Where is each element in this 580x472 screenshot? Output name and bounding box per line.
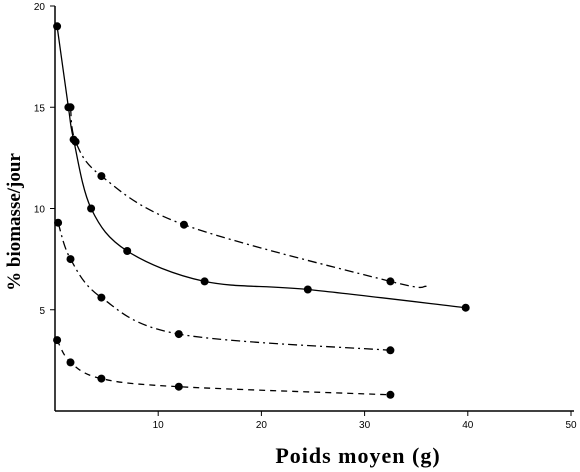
- data-point: [303, 285, 312, 294]
- x-tick-label: 50: [565, 420, 577, 431]
- series-1: [66, 103, 427, 289]
- x-tick-label: 30: [359, 420, 371, 431]
- series-layer: [53, 22, 470, 399]
- y-tick-label: 10: [34, 205, 46, 216]
- x-tick-label: 10: [153, 420, 165, 431]
- data-point: [386, 390, 395, 399]
- data-point: [87, 204, 96, 213]
- plot-area: [54, 6, 574, 412]
- data-point: [200, 277, 209, 286]
- data-point: [97, 374, 106, 383]
- series-4-line: [56, 339, 391, 396]
- data-point: [66, 255, 75, 264]
- data-point: [53, 336, 62, 345]
- x-axis-title: Poids moyen (g): [275, 443, 440, 468]
- y-axis-title: % biomasse/jour: [4, 153, 25, 291]
- y-tick-label: 20: [34, 2, 46, 13]
- data-point: [461, 303, 470, 312]
- data-point: [54, 218, 63, 227]
- series-1-line: [69, 107, 427, 289]
- series-3-line: [57, 222, 391, 351]
- series-2-line: [56, 26, 466, 309]
- series-4: [53, 336, 395, 399]
- data-point: [66, 358, 75, 367]
- y-tick-label: 5: [39, 306, 45, 317]
- series-3: [54, 218, 395, 355]
- data-point: [386, 277, 395, 286]
- series-2: [53, 22, 470, 312]
- ticks-layer: 10 20 30 40 50 5 10 15 20: [34, 2, 577, 431]
- data-point: [64, 103, 73, 112]
- data-point: [386, 346, 395, 355]
- data-point: [97, 172, 106, 181]
- data-point: [123, 247, 132, 255]
- data-point: [174, 382, 183, 391]
- data-point: [174, 330, 183, 339]
- y-tick-label: 15: [34, 103, 46, 114]
- data-point: [69, 135, 78, 144]
- data-point: [180, 220, 188, 229]
- x-tick-label: 20: [256, 420, 268, 431]
- data-point: [97, 293, 106, 302]
- x-tick-label: 40: [462, 420, 474, 431]
- data-point: [53, 22, 62, 31]
